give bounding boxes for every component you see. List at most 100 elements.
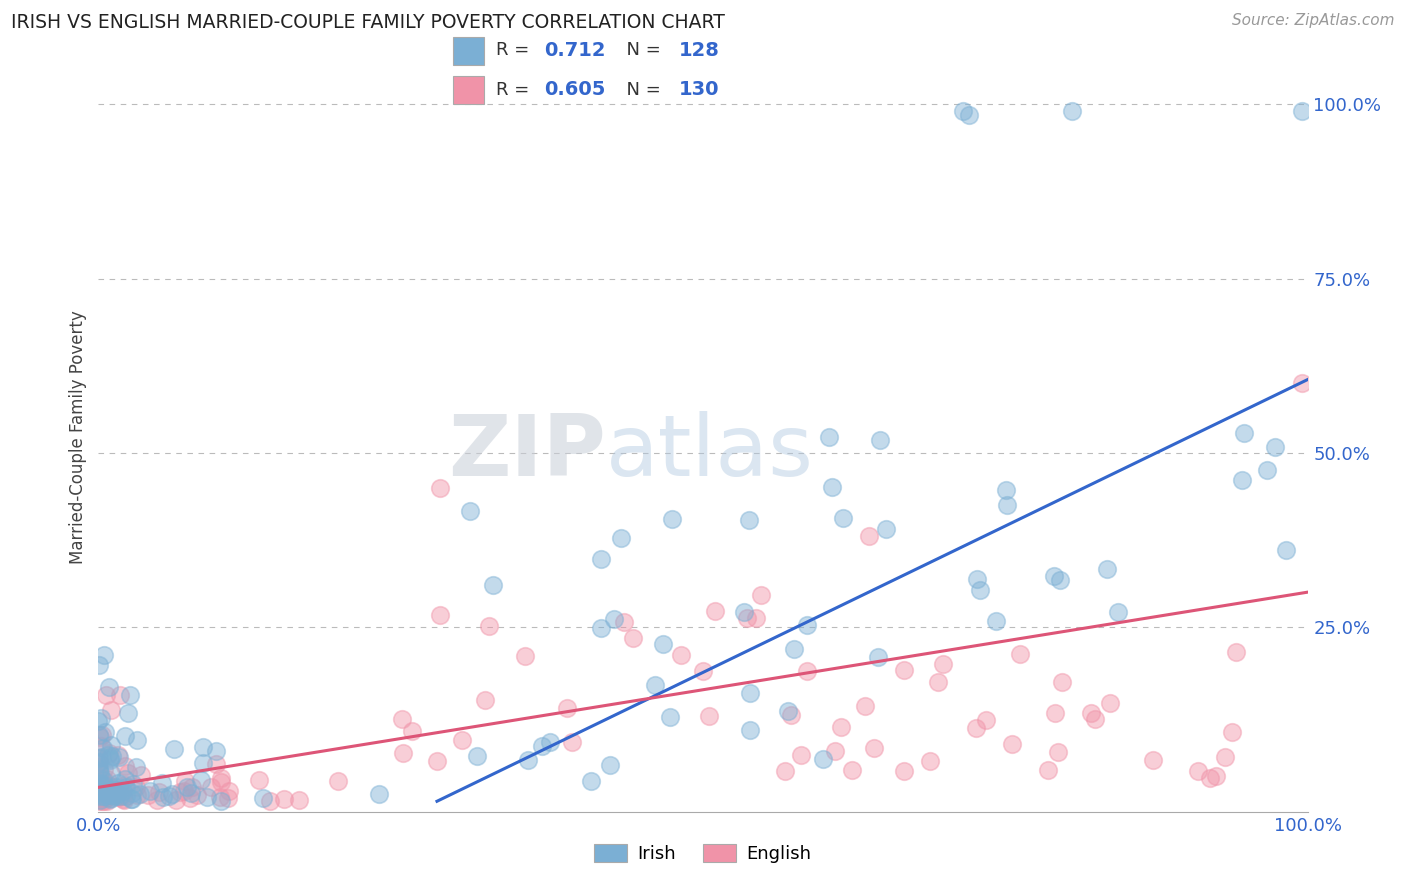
Point — [122, 777, 145, 791]
Point — [89, 730, 111, 744]
Point — [790, 747, 813, 762]
FancyBboxPatch shape — [453, 37, 484, 65]
Point — [115, 780, 138, 794]
Point — [538, 734, 561, 748]
Point — [530, 739, 553, 753]
Point — [114, 759, 136, 773]
Point — [107, 775, 129, 789]
Point — [613, 615, 636, 629]
Point — [139, 783, 162, 797]
Point — [111, 789, 134, 803]
Text: Source: ZipAtlas.com: Source: ZipAtlas.com — [1232, 13, 1395, 29]
Point — [1199, 771, 1222, 785]
Point — [89, 793, 111, 807]
Point — [745, 610, 768, 624]
Point — [91, 728, 114, 742]
Point — [1220, 725, 1243, 739]
Point — [98, 681, 121, 695]
Point — [733, 605, 755, 619]
Point — [965, 721, 987, 735]
Point — [1291, 376, 1313, 390]
Point — [288, 793, 311, 807]
Point — [1225, 645, 1247, 659]
Point — [205, 756, 228, 771]
Point — [114, 730, 136, 744]
Point — [101, 789, 124, 803]
Point — [209, 774, 232, 789]
Point — [100, 738, 122, 752]
Point — [893, 764, 915, 778]
Point — [114, 777, 136, 791]
Point — [169, 785, 191, 799]
Point — [94, 791, 117, 805]
Point — [89, 766, 111, 780]
Point — [173, 784, 195, 798]
Point — [89, 785, 111, 799]
Point — [87, 755, 110, 769]
Point — [87, 784, 110, 798]
Point — [738, 686, 761, 700]
Point — [557, 701, 579, 715]
Point — [93, 790, 115, 805]
Point — [89, 792, 111, 806]
Point — [89, 776, 111, 790]
Point — [465, 748, 488, 763]
Point — [117, 706, 139, 721]
Point — [599, 758, 621, 772]
Point — [165, 793, 187, 807]
Point — [920, 754, 942, 768]
Point — [105, 786, 128, 800]
Point — [93, 774, 115, 789]
Point — [112, 793, 135, 807]
Point — [89, 782, 111, 797]
Point — [1049, 573, 1071, 587]
Text: 0.605: 0.605 — [544, 80, 606, 99]
Point — [191, 756, 214, 770]
Point — [96, 772, 118, 786]
Point — [1095, 562, 1118, 576]
Point — [1142, 753, 1164, 767]
Point — [98, 753, 121, 767]
Point — [481, 578, 503, 592]
Point — [97, 748, 120, 763]
Point — [179, 790, 201, 805]
Point — [820, 480, 842, 494]
Point — [101, 783, 124, 797]
Point — [1187, 764, 1209, 778]
Point — [89, 756, 111, 770]
Point — [87, 780, 110, 795]
Point — [105, 787, 128, 801]
Point — [966, 572, 988, 586]
Text: atlas: atlas — [606, 410, 814, 493]
Point — [104, 789, 127, 803]
Point — [180, 780, 202, 795]
Point — [458, 504, 481, 518]
Point — [108, 789, 131, 803]
Point — [93, 789, 115, 803]
Point — [96, 793, 118, 807]
Point — [247, 773, 270, 788]
Point — [478, 619, 501, 633]
Point — [89, 751, 111, 765]
Point — [591, 621, 613, 635]
Point — [176, 780, 198, 794]
Point — [259, 794, 281, 808]
Point — [136, 789, 159, 803]
Point — [87, 760, 110, 774]
Point — [853, 698, 876, 713]
Point — [98, 792, 121, 806]
Text: IRISH VS ENGLISH MARRIED-COUPLE FAMILY POVERTY CORRELATION CHART: IRISH VS ENGLISH MARRIED-COUPLE FAMILY P… — [11, 13, 725, 32]
Point — [703, 604, 725, 618]
Point — [515, 649, 537, 664]
Text: N =: N = — [616, 81, 666, 99]
Point — [218, 784, 240, 798]
Point — [195, 789, 218, 804]
Point — [93, 787, 115, 801]
Point — [273, 792, 295, 806]
Point — [89, 776, 111, 790]
Point — [90, 749, 112, 764]
Point — [93, 794, 115, 808]
Point — [87, 785, 110, 799]
Point — [824, 744, 846, 758]
Point — [107, 748, 129, 763]
